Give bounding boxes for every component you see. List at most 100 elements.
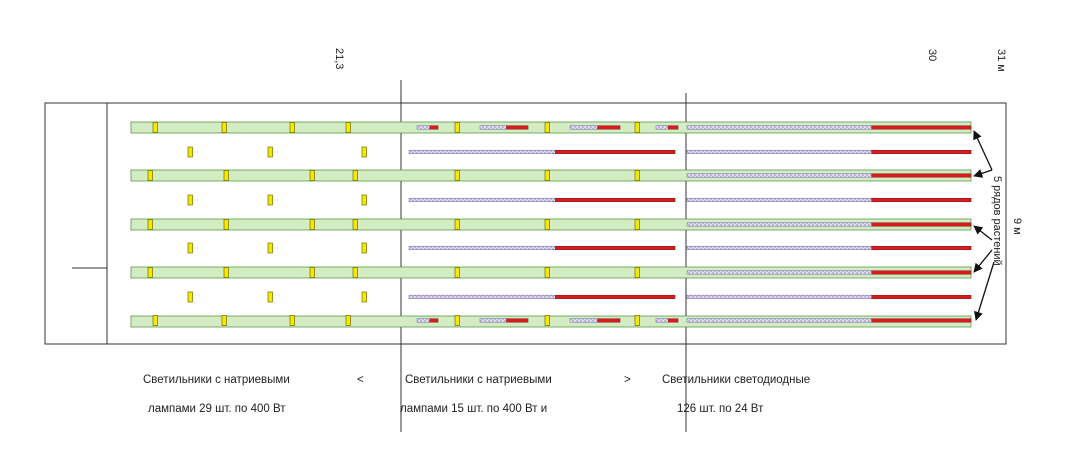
caption-right-line1: Светильники светодиодные [662, 374, 811, 386]
sodium-lamp [352, 170, 358, 181]
led-strip-red-section [871, 318, 972, 323]
sodium-lamp [544, 170, 550, 181]
led-strip [408, 245, 676, 250]
led-strip-red-section [555, 295, 676, 299]
rows-annotation: 5 рядов растений [991, 176, 1003, 266]
sodium-lamp [221, 315, 227, 326]
sodium-lamp [309, 267, 315, 278]
led-strip-red-section [871, 295, 972, 299]
sodium-lamp [267, 242, 273, 254]
arrow [973, 130, 993, 171]
sodium-lamp [345, 122, 351, 133]
led-strip [686, 149, 972, 154]
led-strip [686, 173, 972, 178]
sodium-lamp [223, 267, 229, 278]
dimension-label-31m: 31 м [995, 49, 1007, 72]
led-strip [416, 318, 439, 323]
sodium-lamp [352, 267, 358, 278]
sodium-lamp [187, 146, 193, 158]
led-strip [479, 318, 529, 323]
led-strip [686, 245, 972, 250]
led-strip [686, 125, 972, 130]
sodium-lamp [454, 219, 460, 230]
led-strip-red-section [871, 125, 972, 130]
led-strip-red-section [871, 222, 972, 227]
led-strip [479, 125, 529, 130]
dimension-label-width: 9 м [1011, 218, 1023, 235]
sodium-lamp [634, 267, 640, 278]
sodium-lamp [454, 315, 460, 326]
sodium-lamp [361, 291, 367, 303]
led-strip [686, 294, 972, 299]
sodium-lamp [289, 122, 295, 133]
led-strips [408, 125, 972, 323]
led-strip-red-section [555, 197, 676, 202]
sodium-lamp [267, 194, 273, 206]
sodium-lamp [187, 242, 193, 254]
sodium-lamp [634, 315, 640, 326]
sodium-lamp [147, 267, 153, 278]
row-pointer-arrows [973, 130, 995, 321]
sodium-lamp [454, 267, 460, 278]
sodium-lamp [352, 219, 358, 230]
led-strip [569, 318, 621, 323]
led-strip-red-section [871, 197, 972, 202]
led-strip [569, 125, 621, 130]
led-strip-red-section [667, 125, 679, 130]
sodium-lamp [221, 122, 227, 133]
led-strip [408, 197, 676, 202]
led-strip [655, 125, 679, 130]
sodium-lamp [152, 122, 158, 133]
sodium-lamp [361, 242, 367, 254]
sodium-lamp [223, 170, 229, 181]
sodium-lamp [152, 315, 158, 326]
arrow [973, 169, 993, 178]
sodium-lamp [267, 146, 273, 158]
led-strip-red-section [555, 245, 676, 250]
sodium-lamp [289, 315, 295, 326]
led-strip [686, 197, 972, 202]
comparator-greater-than: > [624, 374, 631, 386]
sodium-lamp [147, 219, 153, 230]
caption-middle-line1: Светильники с натриевыми [405, 374, 552, 386]
sodium-lamp [267, 291, 273, 303]
led-strip-red-section [871, 270, 972, 275]
sodium-lamp [309, 170, 315, 181]
dimension-label-30: 30 [926, 49, 938, 61]
sodium-lamp [544, 219, 550, 230]
sodium-lamp [454, 122, 460, 133]
led-strip [655, 318, 679, 323]
led-strip-red-section [597, 125, 621, 130]
led-strip [408, 294, 676, 299]
sodium-lamp [544, 315, 550, 326]
led-strip-red-section [429, 318, 439, 323]
led-strip-red-section [555, 149, 676, 154]
sodium-lamp [147, 170, 153, 181]
sodium-lamp [187, 194, 193, 206]
sodium-lamps [147, 122, 640, 326]
led-strip [416, 125, 439, 130]
caption-left-line1: Светильники с натриевыми [143, 374, 290, 386]
led-strip [408, 149, 676, 154]
caption-right-line2: 126 шт. по 24 Вт [677, 403, 764, 415]
caption-middle-line2: лампами 15 шт. по 400 Вт и [400, 403, 548, 415]
sodium-lamp [544, 267, 550, 278]
led-strip [686, 270, 972, 275]
arrow [973, 249, 993, 273]
caption-left-line2: лампами 29 шт. по 400 Вт [148, 403, 286, 415]
led-strip-red-section [667, 318, 679, 323]
sodium-lamp [361, 194, 367, 206]
led-strip-red-section [506, 125, 529, 130]
sodium-lamp [634, 122, 640, 133]
led-strip-red-section [871, 149, 972, 154]
sodium-lamp [309, 219, 315, 230]
sodium-lamp [223, 219, 229, 230]
sodium-lamp [361, 146, 367, 158]
led-strip-red-section [506, 318, 529, 323]
led-strip-red-section [871, 245, 972, 250]
dimension-label-21-3: 21,3 [333, 48, 345, 69]
led-strip-red-section [597, 318, 621, 323]
arrow [973, 225, 993, 241]
arrow [974, 261, 995, 321]
